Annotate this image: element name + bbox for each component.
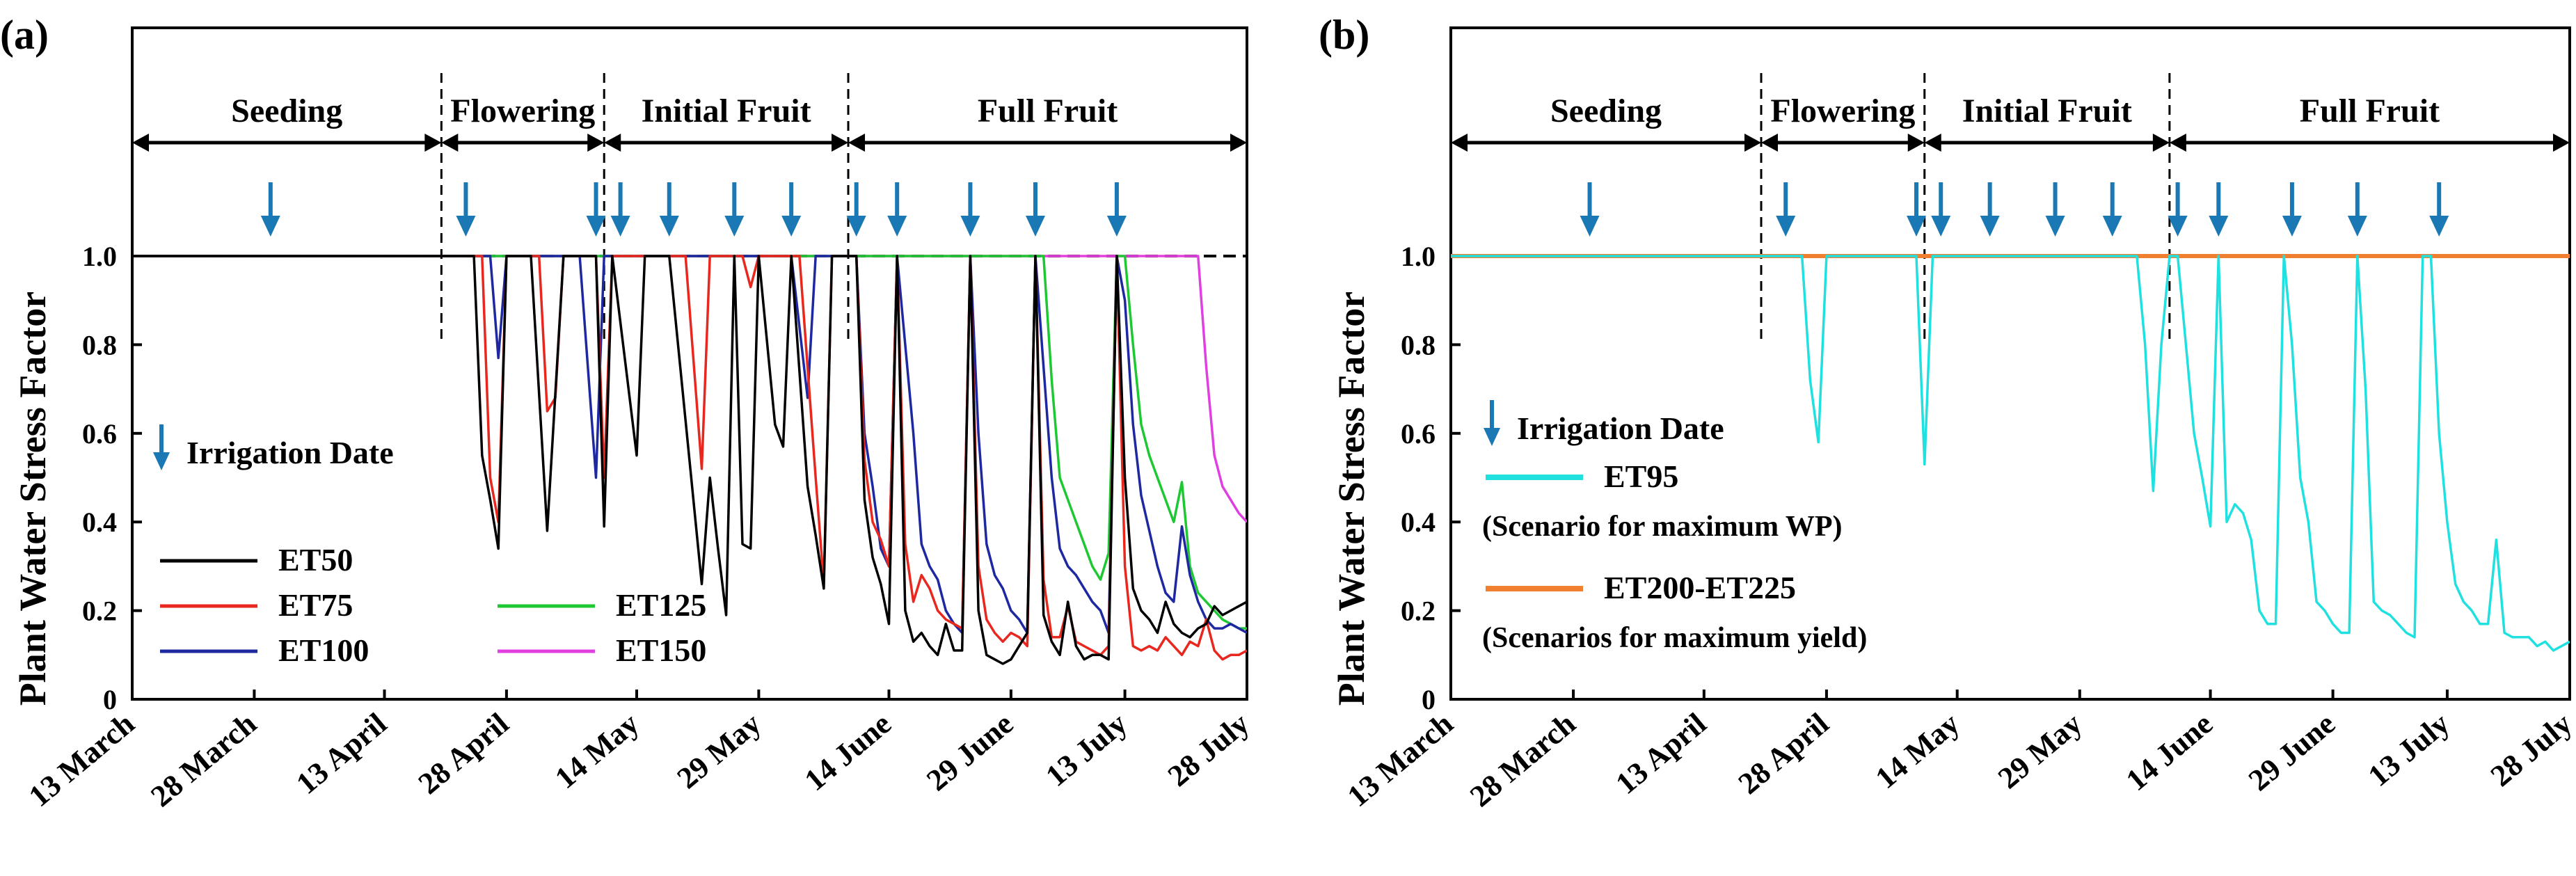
y-tick-label: 0.4 bbox=[82, 507, 117, 538]
stage-arrow-left-head bbox=[132, 134, 149, 152]
y-tick-label: 0.6 bbox=[82, 418, 117, 449]
series-et125 bbox=[132, 255, 1247, 630]
y-tick-label: 0.6 bbox=[1401, 418, 1436, 449]
stage-arrow-right-head bbox=[832, 134, 849, 152]
stage-label-3: Full Fruit bbox=[2300, 93, 2440, 129]
irrigation-arrow-head bbox=[846, 216, 866, 237]
irrigation-arrow-head bbox=[2347, 216, 2367, 237]
irrigation-arrow-head bbox=[1776, 216, 1796, 237]
y-tick-label: 0.8 bbox=[1401, 329, 1436, 360]
irrigation-arrow-head bbox=[1980, 216, 2000, 237]
irrigation-arrow-head bbox=[781, 216, 802, 237]
irrigation-arrow-head bbox=[1580, 216, 1600, 237]
irrigation-arrow-head bbox=[260, 216, 280, 237]
series-et100 bbox=[132, 255, 1247, 635]
stage-arrow-right-head bbox=[1744, 134, 1762, 152]
legend-label: ET125 bbox=[616, 587, 706, 623]
legend-label: ET50 bbox=[278, 542, 353, 578]
stage-arrow-right-head bbox=[2553, 134, 2570, 152]
stage-arrow-left-head bbox=[1761, 134, 1779, 152]
irrigation-legend-icon bbox=[1484, 428, 1500, 446]
y-tick-label: 1.0 bbox=[82, 241, 117, 272]
irrigation-arrow-head bbox=[2282, 216, 2302, 237]
series-group bbox=[132, 255, 1247, 665]
irrigation-legend-icon bbox=[153, 452, 170, 470]
y-tick-label: 0.2 bbox=[1401, 596, 1436, 627]
stage-label-2: Initial Fruit bbox=[1962, 93, 2132, 129]
y-axis-label: Plant Water Stress Factor bbox=[12, 292, 54, 706]
stage-arrow-right-head bbox=[1230, 134, 1247, 152]
y-tick-label: 0.4 bbox=[1401, 507, 1436, 538]
legend-note: (Scenarios for maximum yield) bbox=[1482, 622, 1867, 654]
irrigation-arrow-head bbox=[456, 216, 476, 237]
legend-label: ET150 bbox=[616, 632, 706, 668]
stage-arrow-left-head bbox=[2169, 134, 2186, 152]
stage-arrow-left-head bbox=[604, 134, 621, 152]
y-tick-label: 0.2 bbox=[82, 596, 117, 627]
stage-arrow-left-head bbox=[1924, 134, 1941, 152]
plot-frame bbox=[131, 26, 1248, 701]
stage-label-1: Flowering bbox=[1770, 93, 1915, 129]
panel-label: (b) bbox=[1319, 12, 1369, 58]
stage-arrow-right-head bbox=[587, 134, 605, 152]
panel-label: (a) bbox=[0, 12, 49, 58]
irrigation-arrow-head bbox=[586, 216, 606, 237]
y-tick-label: 0 bbox=[103, 684, 117, 715]
legend-label: ET100 bbox=[278, 632, 369, 668]
panel-a: (a) Plant Water Stress Factor 0 0.2 0.4 0.6 0.… bbox=[0, 12, 1255, 813]
stage-arrow-left-head bbox=[441, 134, 459, 152]
stage-arrow-left-head bbox=[848, 134, 866, 152]
stage-label-3: Full Fruit bbox=[978, 93, 1118, 129]
irrigation-legend-label: Irrigation Date bbox=[1517, 411, 1724, 446]
stage-arrow-right-head bbox=[424, 134, 442, 152]
y-axis-label: Plant Water Stress Factor bbox=[1330, 292, 1372, 706]
stage-arrow-right-head bbox=[1907, 134, 1925, 152]
y-tick-label: 0.8 bbox=[82, 329, 117, 360]
stage-label-1: Flowering bbox=[450, 93, 595, 129]
legend-label: ET75 bbox=[278, 587, 353, 623]
series-et50 bbox=[132, 255, 1247, 665]
irrigation-arrow-head bbox=[887, 216, 907, 237]
irrigation-arrow-head bbox=[610, 216, 630, 237]
y-tick-label: 0 bbox=[1422, 684, 1436, 715]
irrigation-legend-label: Irrigation Date bbox=[186, 435, 394, 470]
irrigation-arrow-head bbox=[2168, 216, 2188, 237]
series-group bbox=[1451, 254, 2570, 652]
legend-label: ET200-ET225 bbox=[1604, 570, 1796, 605]
irrigation-arrow-head bbox=[1106, 216, 1127, 237]
stage-label-0: Seeding bbox=[231, 93, 342, 129]
series-et150 bbox=[132, 255, 1247, 523]
stage-arrow-left-head bbox=[1451, 134, 1468, 152]
y-tick-label: 1.0 bbox=[1401, 241, 1436, 272]
legend-label: ET95 bbox=[1604, 459, 1678, 494]
plot-frame bbox=[1449, 26, 2571, 701]
irrigation-arrow-head bbox=[2045, 216, 2065, 237]
irrigation-arrow-head bbox=[960, 216, 980, 237]
irrigation-arrow-head bbox=[1025, 216, 1045, 237]
irrigation-arrow-head bbox=[2209, 216, 2229, 237]
stage-label-0: Seeding bbox=[1550, 93, 1662, 129]
irrigation-arrow-head bbox=[2102, 216, 2122, 237]
series-et95 bbox=[1451, 255, 2570, 652]
irrigation-arrow-head bbox=[2429, 216, 2449, 237]
stage-arrow-right-head bbox=[2152, 134, 2170, 152]
irrigation-arrow-head bbox=[1907, 216, 1927, 237]
irrigation-arrow-head bbox=[724, 216, 745, 237]
stage-label-2: Initial Fruit bbox=[642, 93, 811, 129]
legend-note: (Scenario for maximum WP) bbox=[1482, 511, 1843, 543]
irrigation-arrow-head bbox=[659, 216, 679, 237]
irrigation-arrow-head bbox=[1931, 216, 1951, 237]
